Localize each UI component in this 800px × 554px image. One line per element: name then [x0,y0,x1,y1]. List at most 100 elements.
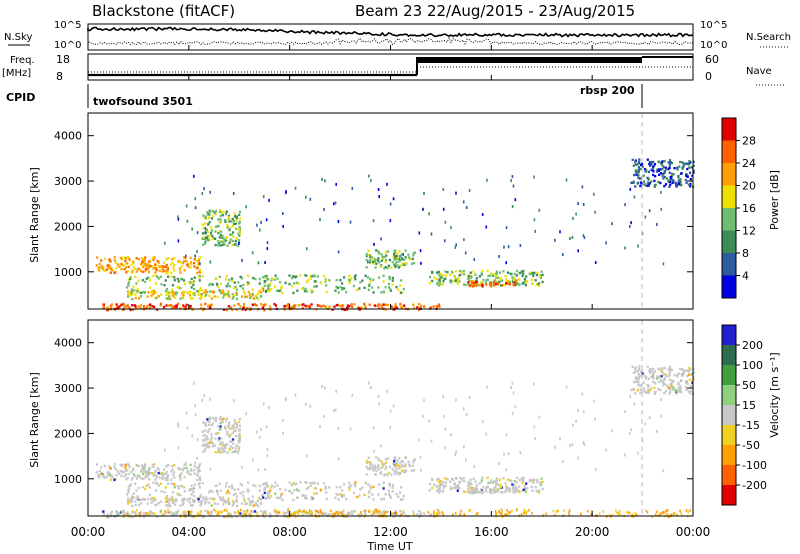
velocity-cell [343,513,346,517]
velocity-cell [147,498,150,501]
power-cell [340,288,343,291]
velocity-cell [173,486,176,489]
velocity-cell [593,399,595,403]
power-cell [170,271,173,274]
velocity-cell [393,465,396,468]
velocity-cell [481,420,484,424]
velocity-cell [617,512,620,515]
velocity-cell [395,462,399,465]
power-cell [394,262,397,265]
velocity-cell [122,511,126,514]
velocity-cell [337,427,340,430]
power-cell [324,279,327,282]
velocity-cell [511,483,514,486]
power-cell [594,210,596,214]
power-cell [334,201,337,205]
power-cell [678,180,681,183]
power-cell [144,256,147,259]
velocity-cell [171,501,174,505]
velocity-cell [130,478,133,481]
power-cell [210,229,213,232]
power-cell [268,284,271,287]
velocity-cell [685,381,688,384]
velocity-cell [454,452,457,456]
velocity-cell [554,445,556,449]
power-cell [515,274,518,277]
power-cell [372,262,375,265]
velocity-cell [118,472,121,475]
power-cell [399,284,402,287]
power-cell [260,295,263,298]
velocity-cell [295,511,297,514]
velocity-cell [289,513,291,517]
x-tick-label: 04:00 [172,525,207,539]
velocity-cell [481,490,484,494]
velocity-cell [476,489,479,493]
power-cell [235,292,238,295]
power-cell [169,304,172,307]
velocity-cell [371,493,374,496]
power-cell [498,255,500,258]
power-heatmap [95,113,695,312]
velocity-cell [495,477,498,480]
velocity-cell [281,498,284,502]
power-cell [343,308,346,311]
velocity-cell [687,510,689,514]
power-cell [403,304,406,307]
velocity-cell [657,375,660,378]
velocity-cell [309,481,312,485]
power-cell [652,173,655,177]
velocity-cell [278,496,281,500]
power-cell [196,250,198,253]
velocity-cell [256,511,259,515]
velocity-cell [153,512,156,515]
velocity-cell [455,485,458,488]
power-cell [437,273,441,276]
velocity-cell [219,421,222,425]
power-cell [583,236,586,240]
power-cell [173,276,176,279]
power-cell [225,212,227,216]
velocity-cell [218,428,221,431]
velocity-cell [466,484,470,487]
velocity-cell [160,490,163,493]
power-cell [124,262,127,265]
velocity-cell [295,488,298,491]
velocity-cell [449,480,452,483]
power-cell [303,289,306,293]
velocity-cell [616,511,618,514]
power-cell [469,276,472,279]
power-cell [407,253,410,256]
velocity-cell [532,481,535,484]
power-cell [538,284,541,287]
velocity-cell [192,490,195,494]
velocity-cell [234,449,238,453]
velocity-cell [218,437,221,440]
velocity-cell [238,432,241,436]
power-cell [667,167,670,171]
velocity-cell [633,402,636,406]
power-cell [315,280,318,283]
velocity-cell [687,390,691,393]
power-cell [450,226,452,230]
power-cell [227,290,230,293]
velocity-cell [368,468,371,471]
power-cell [262,195,265,199]
velocity-cell [535,490,538,493]
power-cell [191,227,193,231]
velocity-cell [127,472,130,476]
power-cell [577,249,579,253]
velocity-cell [256,430,258,434]
power-cell [233,219,236,222]
power-cell [368,283,371,286]
power-cell [160,264,163,268]
velocity-cell [583,443,586,447]
velocity-cell [141,467,144,471]
velocity-cell [475,491,478,494]
velocity-cell [682,372,685,375]
velocity-cell [152,499,155,503]
power-cell [227,214,230,218]
power-cell [203,295,207,298]
velocity-cell [138,504,141,507]
power-cell [196,271,199,275]
